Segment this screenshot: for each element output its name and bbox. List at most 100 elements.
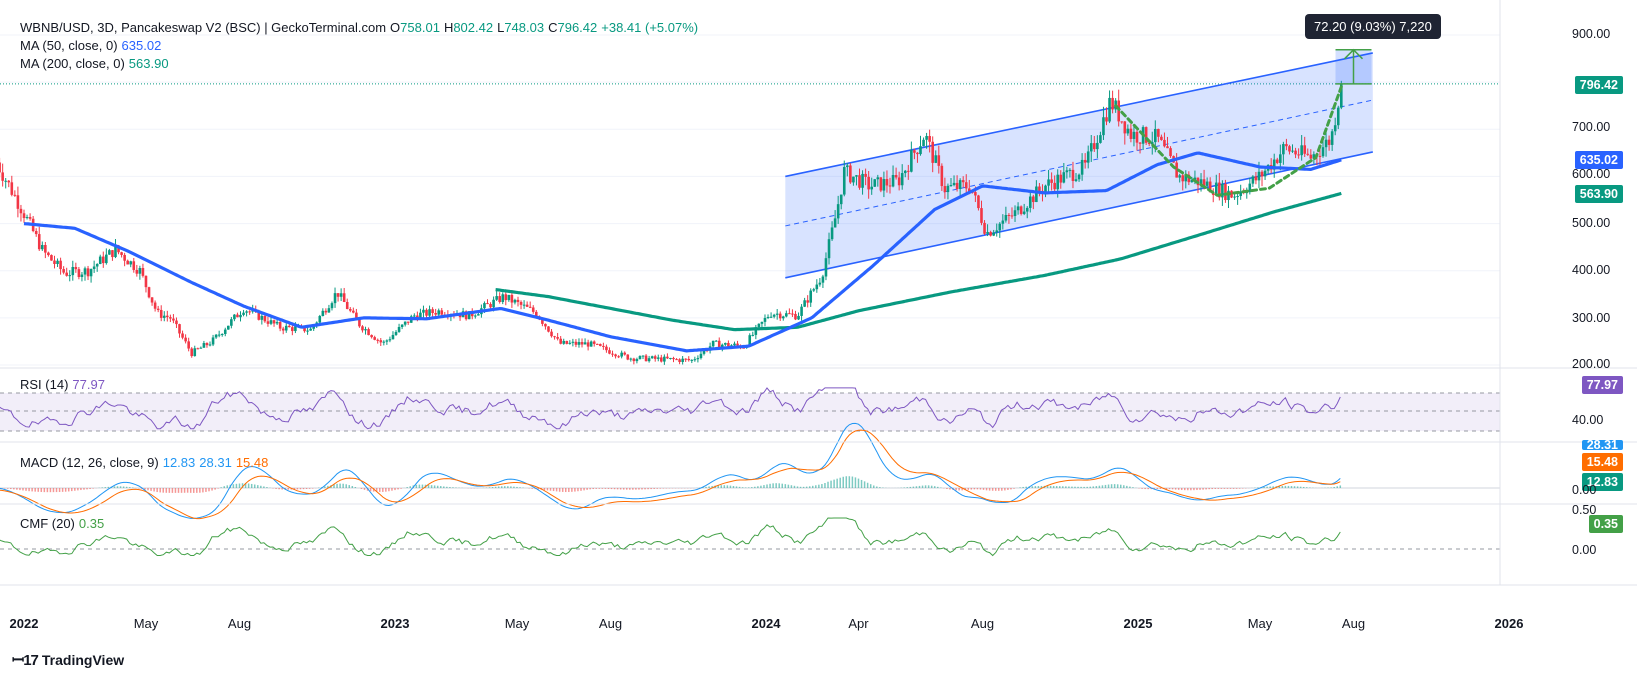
grid-lines [0, 34, 1500, 366]
candle-body [919, 146, 922, 155]
candle-body [144, 275, 148, 288]
moving-averages [23, 151, 1342, 353]
candle-body [684, 358, 688, 360]
candle-body [1047, 179, 1050, 186]
candle-body [1218, 182, 1221, 198]
rsi-line [0, 387, 1341, 430]
candle-body [812, 289, 816, 291]
candle-body [62, 269, 65, 273]
candle-body [1303, 145, 1307, 154]
y-tick-700: 700.00 [1572, 120, 1611, 134]
candle-body [367, 329, 370, 336]
candle-body [525, 304, 529, 307]
candle-body [885, 179, 889, 186]
candle-body [1163, 139, 1166, 147]
rsi-label: RSI (14) [20, 377, 69, 392]
macd-tick-0: 0.00 [1572, 483, 1597, 497]
candle-body [1230, 190, 1233, 198]
candle-body [635, 359, 639, 362]
candle-body [879, 177, 883, 191]
candle-body [1056, 174, 1060, 190]
candle-body [28, 217, 32, 219]
ma200-label: MA (200, close, 0) [20, 56, 125, 71]
candle-body [376, 339, 380, 341]
candle-body [553, 336, 556, 338]
candle-body [422, 309, 425, 313]
candle-body [617, 356, 620, 358]
candle-body [275, 322, 279, 324]
candle-body [1138, 142, 1142, 144]
candle-body [141, 268, 145, 276]
candle-body [666, 356, 669, 359]
candle-body [236, 314, 239, 318]
tradingview-logo[interactable]: ꟷ17 TradingView [12, 650, 124, 670]
candle-body [95, 264, 99, 267]
candle-body [1099, 135, 1102, 143]
candle-body [1208, 181, 1212, 193]
rsi-tick-40: 40.00 [1572, 413, 1604, 427]
x-tick-label: 2023 [380, 616, 410, 631]
candle-body [687, 358, 691, 361]
last-price-label: 796.42 [1574, 76, 1623, 94]
candle-body [736, 343, 739, 346]
ma200-line [495, 191, 1342, 332]
candle-body [440, 310, 444, 315]
candle-body [400, 324, 404, 328]
candle-body [937, 155, 941, 166]
candle-body [730, 345, 733, 347]
candle-body [907, 170, 910, 172]
candle-body [19, 208, 23, 214]
candle-body [888, 185, 892, 187]
macd-hist-price-label: 15.48 [1581, 453, 1623, 471]
candle-body [303, 325, 306, 332]
candle-body [342, 293, 346, 302]
candle-body [181, 333, 184, 338]
macd-legend: MACD (12, 26, close, 9) 12.83 28.31 15.48 [20, 455, 272, 470]
rsi-band [0, 393, 1500, 431]
cmf-price-label: 0.35 [1588, 515, 1623, 533]
candle-body [25, 217, 29, 219]
candle-body [467, 311, 471, 320]
candle-body [1340, 83, 1343, 108]
candle-body [77, 269, 81, 277]
candle-body [568, 342, 572, 344]
candle-body [928, 135, 931, 142]
candle-body [1074, 179, 1078, 181]
candle-body [187, 341, 190, 349]
measure-tooltip: 72.20 (9.03%) 7,220 [1305, 14, 1441, 39]
candle-body [123, 254, 126, 261]
candle-body [196, 348, 200, 350]
candle-body [891, 175, 895, 187]
candle-body [788, 313, 791, 315]
x-tick-label: Apr [848, 616, 869, 631]
candle-body [693, 359, 697, 361]
rsi-price-label: 77.97 [1581, 376, 1623, 394]
ma200-legend[interactable]: MA (200, close, 0) 563.90 [20, 56, 173, 71]
candle-body [193, 348, 197, 357]
candle-body [1004, 214, 1008, 221]
candle-body [870, 186, 874, 190]
candle-body [364, 329, 367, 331]
candle-body [1022, 211, 1026, 214]
candle-body [766, 316, 770, 318]
x-tick-label: Aug [598, 616, 623, 631]
candle-body [1019, 206, 1023, 214]
candle-body [733, 343, 736, 346]
candle-body [162, 315, 166, 318]
candle-body [321, 310, 325, 316]
candle-body [1080, 159, 1084, 175]
candle-body [1333, 125, 1337, 132]
candle-body [56, 260, 59, 265]
candle-body [272, 320, 276, 324]
candle-body [352, 310, 355, 313]
ma50-legend[interactable]: MA (50, close, 0) 635.02 [20, 38, 165, 53]
candle-body [1123, 121, 1127, 134]
low-value: 748.03 [504, 20, 545, 35]
candle-body [44, 245, 47, 253]
high-value: 802.42 [453, 20, 494, 35]
candle-body [101, 256, 105, 264]
candle-body [638, 356, 642, 360]
candle-body [68, 275, 72, 277]
candle-body [294, 326, 297, 332]
